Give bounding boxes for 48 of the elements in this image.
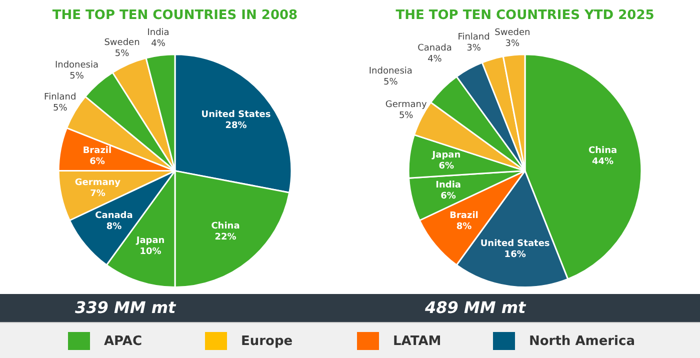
slice-label: Germany — [385, 100, 428, 110]
data-label: 4% — [428, 54, 442, 65]
slice-label: Sweden — [104, 38, 140, 48]
data-label: 10% — [140, 246, 162, 257]
category-label: North America — [529, 334, 635, 348]
slice-label: Indonesia — [368, 66, 412, 76]
slice-label: Brazil — [450, 211, 478, 222]
slice-label: Finland — [458, 32, 490, 42]
slice-label: Canada — [418, 44, 452, 54]
slice-label: India — [436, 180, 461, 190]
data-label: 44% — [592, 156, 614, 167]
data-label: 4% — [151, 39, 166, 50]
slice-label: Indonesia — [54, 60, 99, 71]
text: 489 MM mt — [425, 298, 526, 317]
data-label: 5% — [70, 72, 84, 82]
data-label: 6% — [90, 156, 105, 167]
text: 339 MM mt — [75, 298, 176, 317]
data-label: 7% — [90, 188, 106, 199]
category-label: LATAM — [393, 334, 442, 348]
slice-label: China — [588, 146, 618, 156]
slice-label: Germany — [74, 178, 121, 188]
data-label: 16% — [504, 250, 526, 260]
data-label: 6% — [438, 162, 454, 172]
slice-label: United States — [201, 110, 271, 120]
slice-label: Japan — [135, 236, 165, 246]
data-label: 28% — [225, 121, 247, 132]
slice-label: Canada — [95, 211, 133, 222]
data-label: 5% — [52, 104, 68, 114]
data-label: 3% — [466, 43, 482, 54]
data-label: 5% — [398, 111, 414, 122]
slice-label: Sweden — [494, 28, 530, 38]
slice-label: Finland — [44, 92, 76, 103]
data-label: 6% — [440, 191, 456, 202]
category-label: Europe — [241, 334, 293, 348]
slice-label: Japan — [431, 150, 461, 161]
slice-label: Brazil — [82, 146, 112, 156]
data-label: 5% — [114, 49, 130, 60]
data-label: 3% — [505, 38, 520, 49]
data-label: 8% — [106, 222, 122, 232]
data-label: 5% — [383, 77, 398, 88]
chart-title: THE TOP TEN COUNTRIES IN 2008 — [52, 8, 298, 24]
chart-title: THE TOP TEN COUNTRIES YTD 2025 — [396, 8, 654, 24]
category-label: APAC — [104, 334, 142, 348]
data-label: 22% — [214, 232, 236, 243]
slice-label: United States — [480, 239, 550, 250]
data-label: 8% — [456, 222, 472, 232]
slice-label: China — [211, 222, 240, 232]
slice-label: India — [147, 28, 170, 38]
